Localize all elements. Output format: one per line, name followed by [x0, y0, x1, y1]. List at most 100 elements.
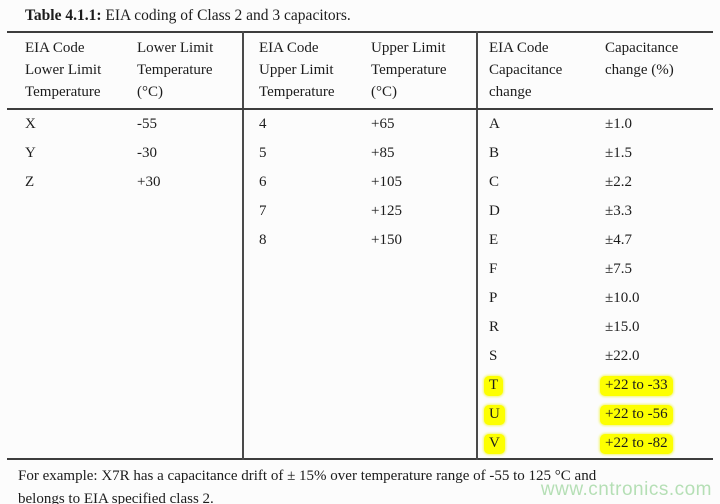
table-cell: C — [489, 174, 500, 190]
table-cell: R — [489, 319, 500, 335]
table-cell — [363, 284, 478, 313]
table-row: 7 +125 D ±3.3 — [7, 197, 713, 226]
table-row: R ±15.0 — [7, 313, 713, 342]
table-cell: Y — [25, 145, 36, 161]
table-row-highlighted: T +22 to -33 — [7, 371, 713, 400]
table-cell — [363, 255, 478, 284]
table-row-highlighted: U +22 to -56 — [7, 400, 713, 429]
table-row: Z +30 6 +105 C ±2.2 — [7, 168, 713, 197]
table-cell: -55 — [130, 109, 244, 139]
table-cell — [130, 255, 244, 284]
table-cell: ±1.0 — [605, 116, 632, 132]
table-row: 8 +150 E ±4.7 — [7, 226, 713, 255]
table-row: F ±7.5 — [7, 255, 713, 284]
table-cell: 8 — [259, 232, 267, 248]
table-cell: V — [477, 429, 598, 459]
table-cell: +105 — [363, 168, 478, 197]
table-cell — [130, 284, 244, 313]
table-cell — [7, 226, 130, 255]
table-cell: +30 — [130, 168, 244, 197]
table-cell — [363, 400, 478, 429]
table-row: P ±10.0 — [7, 284, 713, 313]
table-row-highlighted: V +22 to -82 — [7, 429, 713, 459]
table-cell — [7, 371, 130, 400]
table-cell: U — [477, 400, 598, 429]
table-cell: P — [489, 290, 498, 306]
table-cell — [243, 342, 363, 371]
table-cell: +150 — [363, 226, 478, 255]
table-cell: -30 — [130, 139, 244, 168]
highlight: T — [484, 375, 504, 396]
table-cell — [363, 313, 478, 342]
table-cell: ±22.0 — [605, 348, 640, 364]
table-cell — [7, 342, 130, 371]
table-cell: Z — [25, 174, 35, 190]
highlight: +22 to -33 — [600, 375, 673, 396]
table-cell: ±15.0 — [605, 319, 640, 335]
column-header-lower-temp: Lower Limit Temperature (°C) — [130, 32, 244, 110]
column-header-upper-temp: Upper Limit Temperature (°C) — [363, 32, 478, 110]
header-row: EIA Code Lower Limit Temperature Lower L… — [7, 32, 713, 110]
table-row: S ±22.0 — [7, 342, 713, 371]
table-cell: +125 — [363, 197, 478, 226]
table-cell: 7 — [259, 203, 267, 219]
table-cell: +65 — [363, 109, 478, 139]
table-cell: B — [489, 145, 500, 161]
table-cell — [130, 400, 244, 429]
table-caption: EIA coding of Class 2 and 3 capacitors. — [101, 7, 351, 24]
highlight: V — [484, 433, 505, 454]
table-cell: ±1.5 — [605, 145, 632, 161]
highlight: +22 to -56 — [600, 404, 673, 425]
table-cell: T — [477, 371, 598, 400]
table-cell — [243, 371, 363, 400]
table-cell — [130, 371, 244, 400]
table-cell: +22 to -56 — [598, 400, 713, 429]
table-cell: 4 — [259, 116, 267, 132]
table-row: X -55 4 +65 A ±1.0 — [7, 109, 713, 139]
table-cell: F — [489, 261, 498, 277]
table-cell — [130, 197, 244, 226]
highlight: +22 to -82 — [600, 433, 673, 454]
table-cell: ±7.5 — [605, 261, 632, 277]
table-title: Table 4.1.1: EIA coding of Class 2 and 3… — [25, 5, 720, 26]
table-cell — [7, 429, 130, 459]
table-cell: +85 — [363, 139, 478, 168]
table-cell — [130, 226, 244, 255]
table-cell: ±10.0 — [605, 290, 640, 306]
table-cell: X — [25, 116, 36, 132]
watermark: www.cntronics.com — [540, 479, 712, 500]
column-header-capacitance-change: Capacitance change (%) — [598, 32, 713, 110]
table-cell — [243, 284, 363, 313]
table-cell: 5 — [259, 145, 267, 161]
table-cell: 6 — [259, 174, 267, 190]
eia-coding-table: EIA Code Lower Limit Temperature Lower L… — [7, 31, 713, 460]
column-header-upper-code: EIA Code Upper Limit Temperature — [243, 32, 363, 110]
table-cell — [7, 197, 130, 226]
table-cell: ±4.7 — [605, 232, 632, 248]
table-cell: ±2.2 — [605, 174, 632, 190]
table-cell — [363, 429, 478, 459]
table-cell: +22 to -82 — [598, 429, 713, 459]
highlight: U — [484, 404, 505, 425]
table-cell — [243, 255, 363, 284]
table-cell — [243, 400, 363, 429]
table-cell — [7, 313, 130, 342]
table-cell: E — [489, 232, 499, 248]
table-cell: D — [489, 203, 500, 219]
table-cell — [130, 313, 244, 342]
column-header-lower-code: EIA Code Lower Limit Temperature — [7, 32, 130, 110]
table-cell — [7, 400, 130, 429]
table-cell — [130, 429, 244, 459]
table-cell — [130, 342, 244, 371]
table-row: Y -30 5 +85 B ±1.5 — [7, 139, 713, 168]
table-cell: A — [489, 116, 500, 132]
table-cell — [7, 255, 130, 284]
table-cell — [243, 313, 363, 342]
table-number: Table 4.1.1: — [25, 7, 102, 24]
column-header-capacitance-code: EIA Code Capacitance change — [477, 32, 598, 110]
footnote: For example: X7R has a capacitance drift… — [18, 468, 597, 504]
table-cell: ±3.3 — [605, 203, 632, 219]
table-cell — [363, 371, 478, 400]
table-cell: S — [489, 348, 498, 364]
